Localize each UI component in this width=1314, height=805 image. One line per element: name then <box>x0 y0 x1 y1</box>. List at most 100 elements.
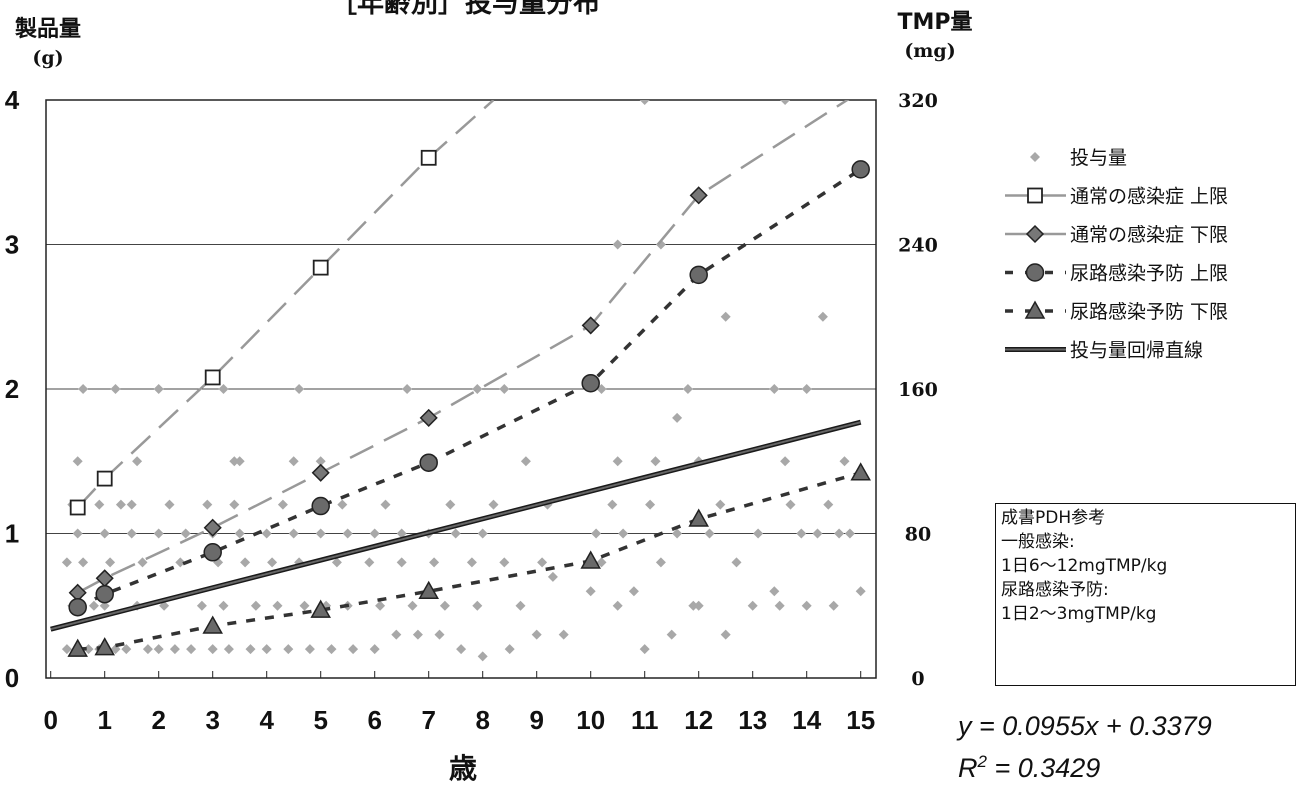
data-point <box>369 644 380 655</box>
data-point <box>153 528 164 539</box>
data-point <box>88 600 99 611</box>
data-point <box>331 557 342 568</box>
data-point <box>234 528 245 539</box>
y2-axis-label: TMP量 <box>897 10 972 35</box>
x-tick-label: 8 <box>475 705 489 735</box>
data-point <box>207 644 218 655</box>
data-point <box>456 644 467 655</box>
data-point <box>315 528 326 539</box>
data-point <box>288 528 299 539</box>
data-point <box>180 528 191 539</box>
x-tick-label: 9 <box>529 705 543 735</box>
data-point <box>272 600 283 611</box>
legend-marker <box>1025 263 1045 282</box>
gridlines <box>46 244 876 534</box>
series-marker <box>689 186 708 205</box>
data-point <box>261 644 272 655</box>
data-point <box>72 528 83 539</box>
data-point <box>720 629 731 640</box>
data-point <box>407 600 418 611</box>
data-point <box>142 644 153 655</box>
y2-tick-label: 320 <box>898 90 938 112</box>
data-point <box>596 557 607 568</box>
data-point <box>693 600 704 611</box>
data-point <box>774 600 785 611</box>
data-point <box>499 557 510 568</box>
regression-equation: y = 0.0955x + 0.3379 <box>958 711 1212 741</box>
data-point <box>364 557 375 568</box>
series-line <box>77 471 862 651</box>
note-line: 1日6～12mgTMP/kg <box>1001 556 1168 576</box>
x-tick-label: 4 <box>259 705 274 735</box>
legend-label: 投与量 <box>1070 147 1127 169</box>
data-point <box>720 311 731 322</box>
series-marker <box>689 265 708 285</box>
series-marker <box>418 580 439 600</box>
data-point <box>380 499 391 510</box>
data-point <box>472 600 483 611</box>
data-point <box>769 384 780 394</box>
series-line <box>77 100 850 594</box>
data-point <box>202 499 213 510</box>
series-marker <box>94 637 115 656</box>
legend-label: 投与量回帰直線 <box>1070 340 1203 362</box>
data-point <box>396 557 407 568</box>
data-point <box>283 644 294 655</box>
data-point <box>83 644 94 655</box>
data-point <box>855 586 866 597</box>
data-point <box>839 456 850 467</box>
series-marker <box>420 149 437 166</box>
regression-line-core <box>50 421 861 631</box>
data-point <box>672 528 683 539</box>
data-point <box>672 412 683 423</box>
data-point <box>537 557 548 568</box>
axis-ticks <box>50 671 862 678</box>
series-marker <box>311 463 330 482</box>
data-point <box>121 644 132 655</box>
r-squared-exponent: 2 <box>977 752 987 771</box>
data-point <box>72 456 83 467</box>
data-point <box>780 456 791 467</box>
data-point <box>304 644 315 655</box>
data-point <box>218 384 229 394</box>
data-point <box>531 629 542 640</box>
series-marker <box>68 597 87 617</box>
data-point <box>126 528 137 539</box>
data-point <box>645 499 656 510</box>
data-point <box>434 629 445 640</box>
series-marker <box>581 316 600 335</box>
y-axis-unit: (g) <box>32 47 63 69</box>
data-point <box>186 644 197 655</box>
series-marker <box>311 496 330 516</box>
data-point <box>234 456 245 467</box>
data-point <box>61 644 72 655</box>
x-tick-label: 5 <box>313 705 327 735</box>
data-point <box>504 644 515 655</box>
data-point <box>294 384 305 394</box>
data-point <box>115 499 126 510</box>
legend-symbol <box>1030 152 1040 162</box>
data-point <box>747 600 758 611</box>
y-tick-label: 0 <box>5 663 19 693</box>
series-marker <box>95 569 114 588</box>
data-point <box>650 456 661 467</box>
data-point <box>375 600 386 611</box>
data-point <box>828 600 839 611</box>
data-point <box>585 586 596 597</box>
y2-tick-label: 0 <box>911 668 924 690</box>
data-point <box>288 456 299 467</box>
data-point <box>402 384 413 394</box>
data-point <box>229 456 240 467</box>
data-point <box>769 586 780 597</box>
legend-label: 尿路感染予防 上限 <box>1070 263 1228 285</box>
data-point <box>753 528 764 539</box>
legend-label: 通常の感染症 下限 <box>1070 224 1228 246</box>
note-line: 一般感染: <box>1001 532 1075 552</box>
x-tick-label: 13 <box>738 705 767 735</box>
data-point <box>466 557 477 568</box>
legend-marker <box>1025 224 1045 244</box>
data-point <box>169 644 180 655</box>
data-point <box>229 499 240 510</box>
